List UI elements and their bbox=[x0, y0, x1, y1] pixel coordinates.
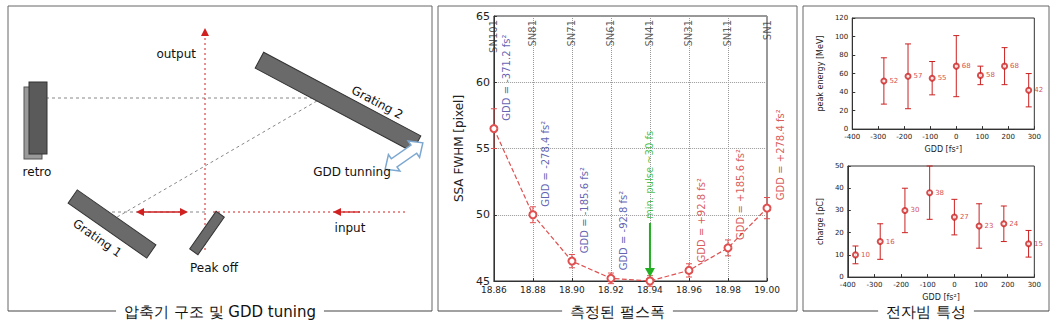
svg-text:40: 40 bbox=[839, 88, 848, 96]
svg-text:-300: -300 bbox=[870, 133, 886, 141]
svg-text:38: 38 bbox=[935, 189, 944, 197]
svg-text:45: 45 bbox=[475, 274, 490, 288]
svg-text:GDD [fs²]: GDD [fs²] bbox=[925, 145, 963, 154]
svg-text:retro: retro bbox=[23, 165, 52, 179]
svg-text:30: 30 bbox=[835, 206, 844, 214]
svg-text:16: 16 bbox=[886, 238, 895, 246]
svg-text:42: 42 bbox=[1034, 86, 1043, 94]
svg-text:50: 50 bbox=[835, 162, 844, 170]
svg-text:GDD = +92.8 fs²: GDD = +92.8 fs² bbox=[696, 178, 707, 262]
svg-text:300: 300 bbox=[1028, 133, 1041, 141]
svg-text:68: 68 bbox=[962, 62, 971, 70]
svg-text:10: 10 bbox=[861, 251, 870, 259]
svg-text:-400: -400 bbox=[840, 281, 856, 289]
svg-text:57: 57 bbox=[914, 72, 923, 80]
svg-text:52: 52 bbox=[889, 77, 898, 85]
svg-text:24: 24 bbox=[1009, 220, 1018, 228]
svg-text:80: 80 bbox=[839, 51, 848, 59]
svg-text:측정된 펄스폭: 측정된 펄스폭 bbox=[570, 303, 665, 321]
svg-text:SN101: SN101 bbox=[488, 20, 499, 53]
svg-text:-100: -100 bbox=[922, 133, 938, 141]
svg-text:20: 20 bbox=[835, 229, 844, 237]
svg-text:10: 10 bbox=[835, 251, 844, 259]
svg-text:charge [pC]: charge [pC] bbox=[816, 198, 825, 245]
svg-text:min. pulse ~30 fs: min. pulse ~30 fs bbox=[644, 131, 655, 219]
svg-text:압축기 구조 및 GDD tuning: 압축기 구조 및 GDD tuning bbox=[124, 303, 316, 321]
svg-text:58: 58 bbox=[986, 71, 995, 79]
svg-text:18.88: 18.88 bbox=[520, 285, 546, 295]
svg-text:GDD = -185.6 fs²: GDD = -185.6 fs² bbox=[579, 167, 590, 253]
svg-text:SN31: SN31 bbox=[683, 20, 694, 47]
svg-text:Peak off: Peak off bbox=[190, 261, 239, 275]
svg-text:SN11: SN11 bbox=[722, 20, 733, 47]
svg-text:18.96: 18.96 bbox=[676, 285, 702, 295]
svg-text:55: 55 bbox=[476, 142, 490, 155]
svg-text:input: input bbox=[335, 221, 366, 235]
svg-text:18.86: 18.86 bbox=[481, 285, 507, 295]
svg-text:SSA FWHM [pixel]: SSA FWHM [pixel] bbox=[452, 95, 466, 202]
svg-text:18.98: 18.98 bbox=[715, 285, 741, 295]
svg-text:SN1: SN1 bbox=[762, 20, 773, 40]
svg-text:68: 68 bbox=[1010, 62, 1019, 70]
svg-text:18.92: 18.92 bbox=[598, 285, 624, 295]
svg-text:GDD = -371.2 fs²: GDD = -371.2 fs² bbox=[501, 35, 512, 121]
svg-text:-100: -100 bbox=[920, 281, 936, 289]
svg-text:SN71: SN71 bbox=[566, 20, 577, 47]
svg-text:55: 55 bbox=[938, 74, 947, 82]
svg-text:200: 200 bbox=[1002, 133, 1015, 141]
svg-text:Grating 1: Grating 1 bbox=[70, 216, 124, 260]
svg-text:60: 60 bbox=[839, 70, 848, 78]
svg-text:GDD = -92.8 fs²: GDD = -92.8 fs² bbox=[618, 191, 629, 271]
svg-text:SN81: SN81 bbox=[527, 20, 538, 47]
svg-text:27: 27 bbox=[960, 213, 969, 221]
svg-text:-200: -200 bbox=[896, 133, 912, 141]
svg-text:30: 30 bbox=[910, 206, 919, 214]
svg-text:SN41: SN41 bbox=[644, 20, 655, 47]
svg-text:200: 200 bbox=[1001, 281, 1014, 289]
svg-text:전자빔 특성: 전자빔 특성 bbox=[886, 303, 966, 321]
svg-text:23: 23 bbox=[985, 222, 994, 230]
svg-text:-200: -200 bbox=[893, 281, 909, 289]
svg-text:0: 0 bbox=[952, 281, 956, 289]
svg-text:GDD = +185.6 fs²: GDD = +185.6 fs² bbox=[735, 149, 746, 240]
svg-text:100: 100 bbox=[976, 133, 989, 141]
svg-text:40: 40 bbox=[835, 184, 844, 192]
svg-text:-400: -400 bbox=[844, 133, 860, 141]
svg-text:0: 0 bbox=[839, 273, 844, 282]
svg-text:SN61: SN61 bbox=[605, 20, 616, 47]
svg-text:GDD [fs²]: GDD [fs²] bbox=[922, 293, 960, 302]
svg-text:15: 15 bbox=[1034, 240, 1043, 248]
svg-text:19.00: 19.00 bbox=[754, 285, 780, 295]
svg-text:120: 120 bbox=[835, 14, 848, 22]
svg-text:60: 60 bbox=[476, 76, 490, 89]
svg-text:0: 0 bbox=[954, 133, 958, 141]
svg-text:GDD tunning: GDD tunning bbox=[313, 165, 391, 179]
svg-text:100: 100 bbox=[974, 281, 987, 289]
svg-text:GDD = -278.4 fs²: GDD = -278.4 fs² bbox=[540, 121, 551, 207]
svg-text:peak energy [MeV]: peak energy [MeV] bbox=[816, 36, 825, 112]
svg-text:50: 50 bbox=[476, 208, 490, 221]
svg-text:100: 100 bbox=[835, 33, 848, 41]
svg-text:0: 0 bbox=[843, 125, 849, 134]
svg-text:output: output bbox=[156, 47, 196, 61]
svg-text:18.90: 18.90 bbox=[559, 285, 585, 295]
svg-text:Grating 2: Grating 2 bbox=[349, 83, 405, 122]
svg-text:20: 20 bbox=[839, 107, 848, 115]
svg-text:GDD = +278.4 fs²: GDD = +278.4 fs² bbox=[775, 109, 786, 200]
svg-text:-300: -300 bbox=[867, 281, 883, 289]
svg-text:18.94: 18.94 bbox=[637, 285, 663, 295]
svg-text:300: 300 bbox=[1028, 281, 1041, 289]
